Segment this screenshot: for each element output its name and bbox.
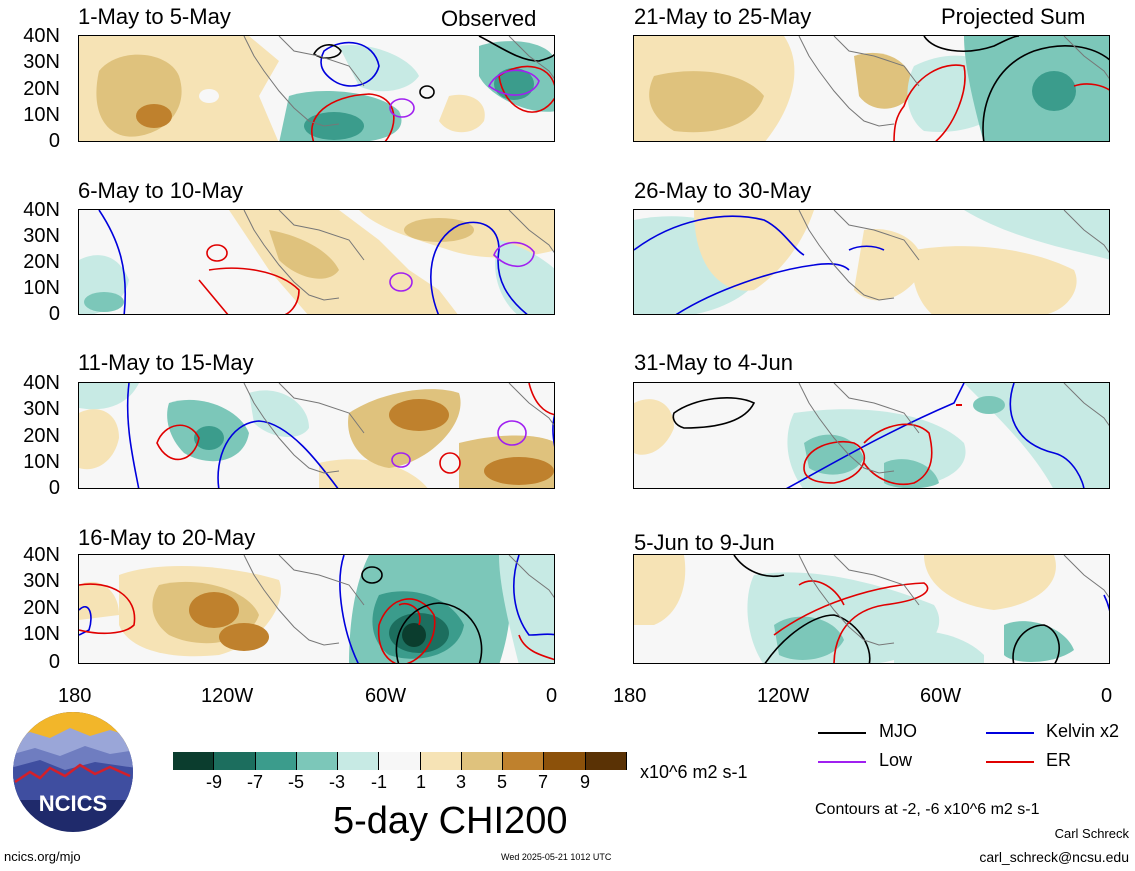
y-label: 0: [48, 303, 60, 325]
y-label: 30N: [23, 51, 60, 73]
y-label: 40N: [23, 372, 60, 394]
colorbar-cell: [503, 752, 545, 770]
colorbar-cell: [338, 752, 380, 770]
ncics-logo: NCICS: [10, 710, 136, 834]
panel-title-4: 16-May to 20-May: [78, 525, 256, 550]
y-label: 10N: [23, 104, 60, 126]
source-url: ncics.org/mjo: [4, 849, 81, 864]
colorbar-tick: 5: [496, 772, 507, 792]
colorbar-cell: [461, 752, 504, 770]
colorbar-tick: 1: [415, 772, 426, 792]
x-label-left-60w: 60W: [365, 685, 407, 707]
panel-tag-observed: Observed: [441, 6, 537, 31]
x-label-left-0: 0: [546, 685, 558, 707]
panel-title-6: 26-May to 30-May: [634, 178, 812, 203]
panel-title-2: 6-May to 10-May: [78, 178, 244, 203]
legend-low-label: Low: [879, 750, 913, 770]
x-label-left-180: 180: [58, 685, 92, 707]
colorbar-cell: [420, 752, 462, 770]
colorbar-tick: -1: [370, 772, 387, 792]
colorbar-cell: [585, 752, 627, 770]
x-label-right-60w: 60W: [920, 685, 962, 707]
y-label: 0: [48, 477, 60, 499]
chart-title: 5-day CHI200: [333, 800, 568, 842]
x-label-right-0: 0: [1101, 685, 1113, 707]
legend-er-label: ER: [1046, 750, 1072, 770]
map-panel-8: [633, 554, 1110, 664]
legend-er-swatch: [986, 761, 1034, 763]
panel-title-5: 21-May to 25-May: [634, 4, 812, 29]
y-label: 20N: [23, 425, 60, 447]
y-label: 10N: [23, 451, 60, 473]
y-label: 30N: [23, 225, 60, 247]
logo-text: NCICS: [39, 791, 107, 816]
colorbar-tick: -7: [246, 772, 263, 792]
colorbar-tick: 7: [537, 772, 548, 792]
map-panel-1: [78, 35, 555, 142]
colorbar-cell: [379, 752, 421, 770]
legend-mjo-swatch: [818, 732, 866, 734]
legend-low-swatch: [818, 761, 866, 763]
panel-title-7: 31-May to 4-Jun: [634, 350, 793, 375]
map-panel-4: [78, 554, 555, 664]
map-panel-7: [633, 382, 1110, 489]
y-label: 0: [48, 651, 60, 673]
panel-title-3: 11-May to 15-May: [78, 350, 254, 375]
y-label: 20N: [23, 78, 60, 100]
panel-title-8: 5-Jun to 9-Jun: [634, 530, 775, 555]
credit-name: Carl Schreck: [1054, 826, 1129, 841]
panel-title-1: 1-May to 5-May: [78, 4, 231, 29]
colorbar-tick: -3: [328, 772, 345, 792]
panel-tag-projected: Projected Sum: [941, 4, 1086, 29]
map-panel-2: [78, 209, 555, 315]
legend-mjo-label: MJO: [879, 721, 917, 741]
map-panel-5: [633, 35, 1110, 142]
map-panel-3: [78, 382, 555, 489]
legend-kelvin-swatch: [986, 732, 1034, 734]
legend-kelvin-label: Kelvin x2: [1046, 721, 1120, 741]
y-label: 20N: [23, 251, 60, 273]
y-label: 30N: [23, 398, 60, 420]
credit-email: carl_schreck@ncsu.edu: [979, 849, 1129, 865]
y-label: 40N: [23, 25, 60, 47]
y-label: 10N: [23, 623, 60, 645]
colorbar-tick: -9: [205, 772, 222, 792]
timestamp: Wed 2025-05-21 1012 UTC: [501, 852, 612, 862]
colorbar-cells: [173, 752, 627, 770]
y-label: 20N: [23, 597, 60, 619]
x-label-right-180: 180: [613, 685, 647, 707]
colorbar-cell: [214, 752, 256, 770]
x-label-left-120w: 120W: [201, 685, 254, 707]
y-label: 30N: [23, 570, 60, 592]
colorbar-units: x10^6 m2 s-1: [640, 762, 748, 782]
colorbar-tick: -5: [287, 772, 304, 792]
y-label: 40N: [23, 199, 60, 221]
y-label: 10N: [23, 277, 60, 299]
map-panel-6: [633, 209, 1110, 315]
contours-note: Contours at -2, -6 x10^6 m2 s-1: [815, 801, 1040, 818]
colorbar-tick: 9: [579, 772, 590, 792]
colorbar-cell: [173, 752, 215, 770]
y-label: 40N: [23, 544, 60, 566]
colorbar-tick: 3: [455, 772, 466, 792]
x-label-right-120w: 120W: [757, 685, 810, 707]
y-label: 0: [48, 130, 60, 152]
colorbar-cell: [544, 752, 586, 770]
colorbar-cell: [255, 752, 297, 770]
colorbar-cell: [296, 752, 339, 770]
